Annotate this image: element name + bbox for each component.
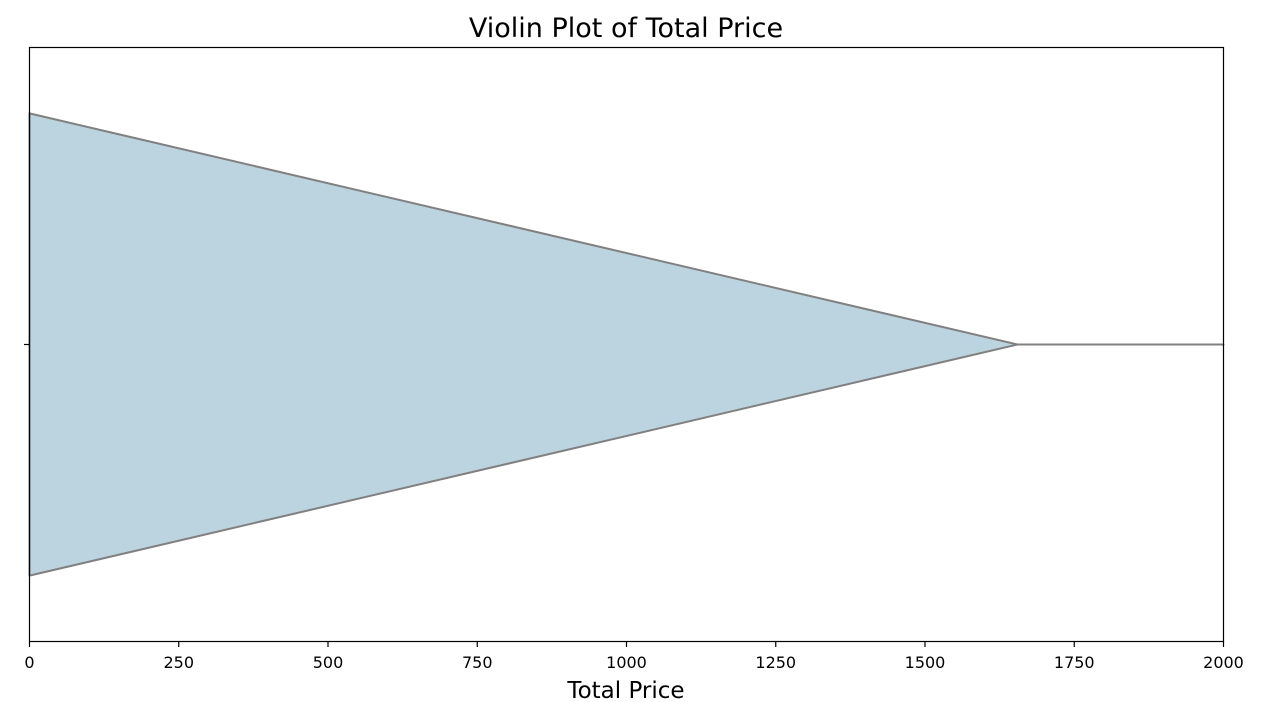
chart-title: Violin Plot of Total Price <box>469 13 783 44</box>
x-axis-ticks: 0 250 500 750 1000 1250 1500 1750 2000 <box>24 641 1244 672</box>
violin-body <box>28 112 1225 577</box>
x-tick-label: 0 <box>24 653 34 672</box>
x-axis-label: Total Price <box>566 678 684 702</box>
x-tick-label: 250 <box>163 653 194 672</box>
plot-area <box>28 112 1225 577</box>
x-tick-label: 1250 <box>755 653 796 672</box>
x-tick-label: 500 <box>313 653 344 672</box>
x-tick-label: 2000 <box>1203 653 1244 672</box>
x-tick-label: 1000 <box>606 653 647 672</box>
x-tick-label: 1500 <box>905 653 946 672</box>
x-tick-label: 750 <box>462 653 493 672</box>
x-tick-label: 1750 <box>1054 653 1095 672</box>
